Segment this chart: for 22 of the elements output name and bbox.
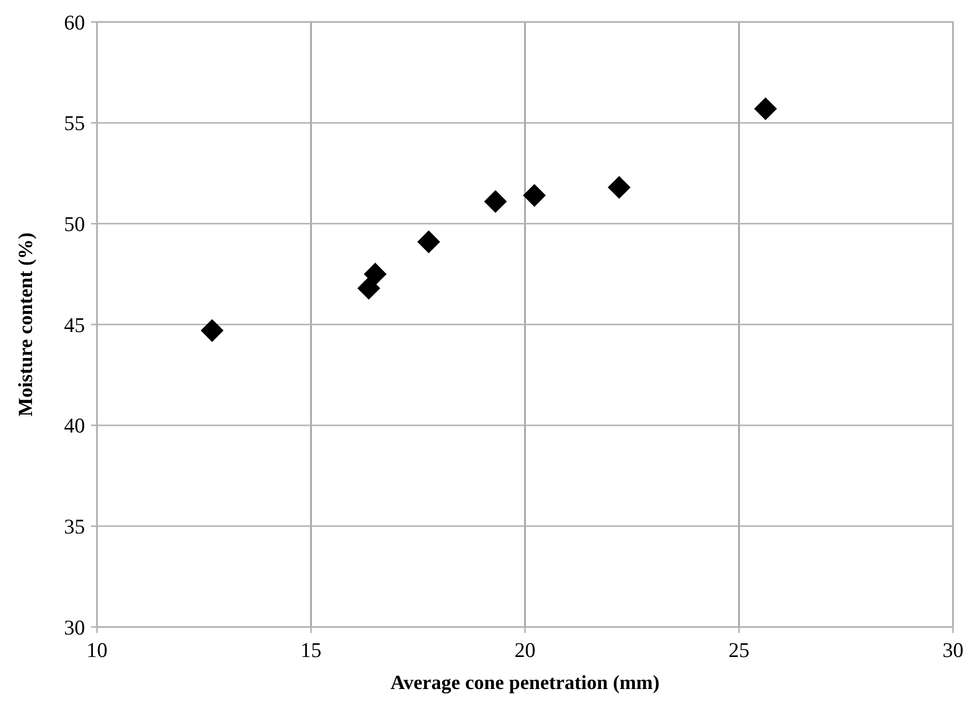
point	[364, 262, 387, 286]
y-axis-title: Moisture content (%)	[15, 232, 37, 417]
y-tick-label: 50	[64, 212, 85, 236]
point	[754, 97, 777, 120]
x-tick-label: 25	[728, 638, 750, 662]
y-tick-label: 40	[64, 414, 85, 438]
y-tick-label: 55	[64, 111, 85, 136]
point	[484, 190, 507, 213]
x-axis-title: Average cone penetration (mm)	[390, 672, 660, 694]
y-tick-label: 45	[64, 312, 85, 337]
point	[417, 230, 440, 254]
x-tick-label: 15	[300, 638, 322, 662]
x-tick-label: 10	[86, 638, 108, 662]
y-tick-label: 30	[64, 615, 85, 640]
y-tick-label: 35	[64, 514, 85, 539]
y-tick-label: 60	[64, 10, 85, 34]
point	[200, 319, 224, 342]
point	[608, 176, 631, 199]
x-tick-label: 20	[514, 638, 536, 662]
x-tick-label: 30	[942, 638, 964, 662]
point	[523, 184, 546, 207]
point	[357, 276, 380, 300]
